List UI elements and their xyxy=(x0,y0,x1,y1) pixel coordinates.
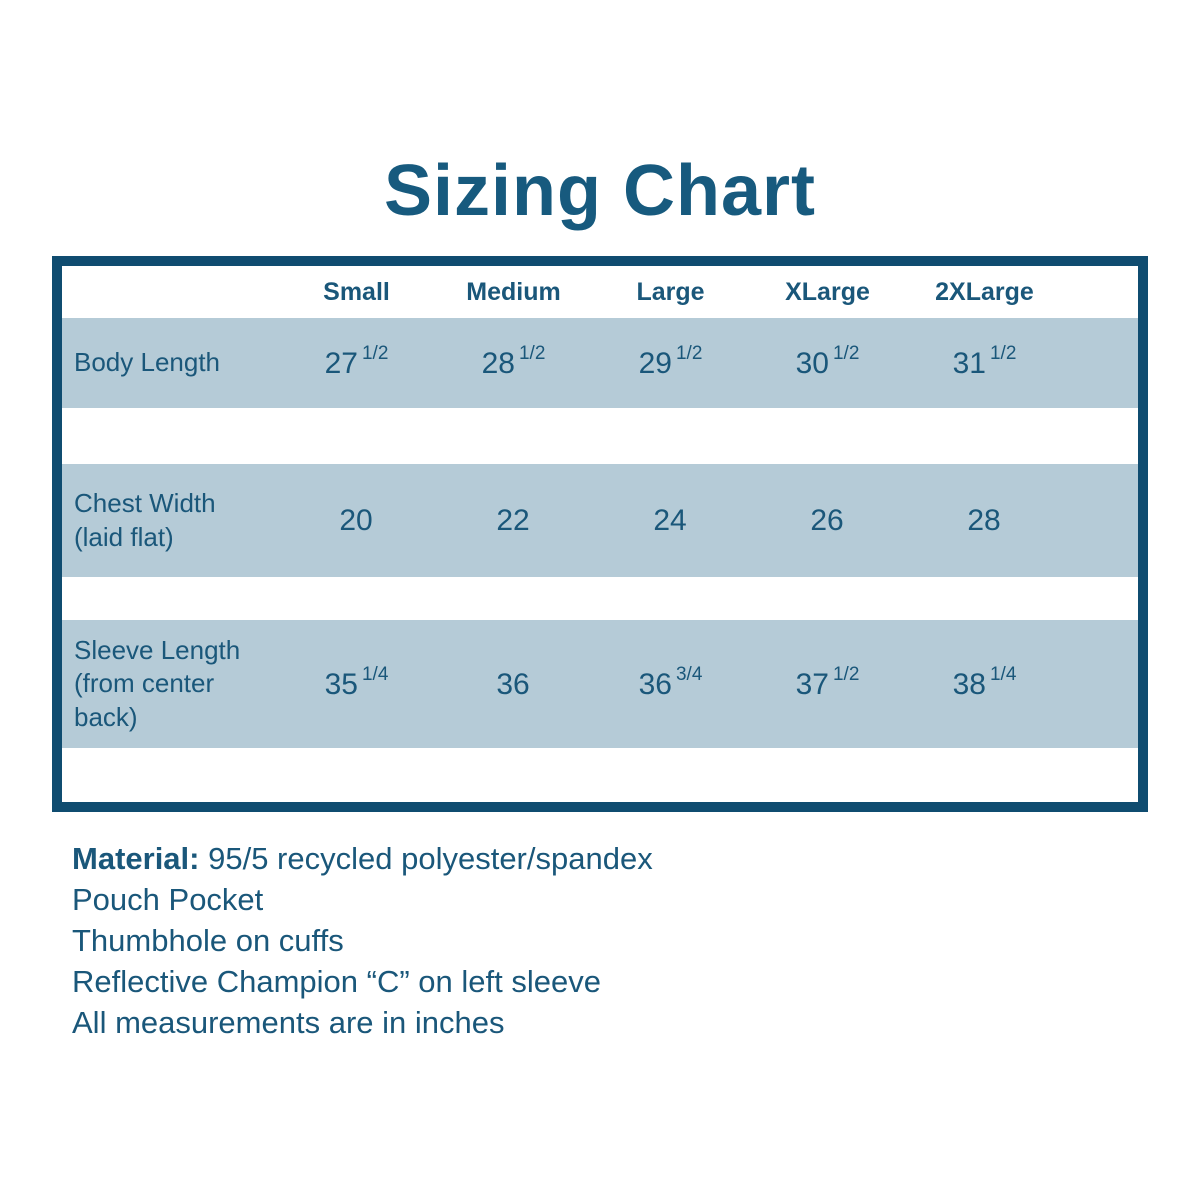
value-fraction: 1/2 xyxy=(989,342,1017,364)
value-whole: 31 xyxy=(952,346,986,380)
note-text: Reflective Champion “C” on left sleeve xyxy=(72,964,601,999)
note-text: Thumbhole on cuffs xyxy=(72,923,344,958)
cell-chest-width-large: 24 xyxy=(592,503,749,538)
note-pouch-pocket: Pouch Pocket xyxy=(72,879,653,920)
cell-chest-width-small: 20 xyxy=(278,503,435,538)
cell-sleeve-length-medium: 36 xyxy=(435,667,592,702)
column-header-small: Small xyxy=(323,277,390,306)
value-whole: 27 xyxy=(324,346,358,380)
value-whole: 29 xyxy=(638,346,672,380)
note-text: All measurements are in inches xyxy=(72,1005,505,1040)
cell-sleeve-length-2xlarge: 38 1/4 xyxy=(906,663,1063,702)
value-whole: 36 xyxy=(496,667,530,701)
cell-body-length-xlarge: 30 1/2 xyxy=(749,342,906,381)
value-fraction: 1/4 xyxy=(361,663,389,685)
column-header-2xlarge: 2XLarge xyxy=(935,277,1034,306)
cell-chest-width-medium: 22 xyxy=(435,503,592,538)
value-whole: 38 xyxy=(952,667,986,701)
value-whole: 26 xyxy=(810,504,844,537)
row-spacer xyxy=(62,577,1138,620)
note-material-label: Material: xyxy=(72,841,200,876)
value-whole: 20 xyxy=(339,504,373,537)
value-whole: 28 xyxy=(967,504,1001,537)
value-whole: 36 xyxy=(638,667,672,701)
table-row-sleeve-length: Sleeve Length (from center back) 35 1/4 3… xyxy=(62,620,1138,748)
row-spacer xyxy=(62,408,1138,464)
row-label-sleeve-length: Sleeve Length (from center back) xyxy=(74,635,241,732)
note-text: Pouch Pocket xyxy=(72,882,264,917)
value-whole: 28 xyxy=(481,346,515,380)
cell-body-length-small: 27 1/2 xyxy=(278,342,435,381)
value-fraction: 1/2 xyxy=(675,342,703,364)
value-fraction: 3/4 xyxy=(675,663,703,685)
product-notes: Material: 95/5 recycled polyester/spande… xyxy=(72,838,653,1043)
note-thumbhole: Thumbhole on cuffs xyxy=(72,920,653,961)
sizing-table: Small Medium Large XLarge 2XLarge Body L… xyxy=(52,256,1148,812)
column-header-large: Large xyxy=(636,277,705,306)
cell-sleeve-length-xlarge: 37 1/2 xyxy=(749,663,906,702)
cell-chest-width-xlarge: 26 xyxy=(749,503,906,538)
value-whole: 24 xyxy=(653,504,687,537)
cell-chest-width-2xlarge: 28 xyxy=(906,503,1063,538)
value-fraction: 1/2 xyxy=(518,342,546,364)
cell-sleeve-length-large: 36 3/4 xyxy=(592,663,749,702)
note-measurements-units: All measurements are in inches xyxy=(72,1002,653,1043)
cell-body-length-large: 29 1/2 xyxy=(592,342,749,381)
value-whole: 22 xyxy=(496,504,530,537)
table-row-body-length: Body Length 27 1/2 28 1/2 29 1/2 30 1/2 31 1/… xyxy=(62,318,1138,408)
table-header-row: Small Medium Large XLarge 2XLarge xyxy=(62,266,1138,318)
value-fraction: 1/2 xyxy=(361,342,389,364)
value-fraction: 1/4 xyxy=(989,663,1017,685)
value-whole: 30 xyxy=(795,346,829,380)
cell-body-length-medium: 28 1/2 xyxy=(435,342,592,381)
value-fraction: 1/2 xyxy=(832,663,860,685)
row-label-body-length: Body Length xyxy=(74,347,221,378)
row-label-chest-width: Chest Width (laid flat) xyxy=(74,488,216,552)
column-header-xlarge: XLarge xyxy=(785,277,870,306)
column-header-medium: Medium xyxy=(466,277,561,306)
note-reflective-logo: Reflective Champion “C” on left sleeve xyxy=(72,961,653,1002)
value-fraction: 1/2 xyxy=(832,342,860,364)
value-whole: 35 xyxy=(324,667,358,701)
note-material: Material: 95/5 recycled polyester/spande… xyxy=(72,838,653,879)
cell-sleeve-length-small: 35 1/4 xyxy=(278,663,435,702)
page-title: Sizing Chart xyxy=(383,151,816,231)
table-row-chest-width: Chest Width (laid flat) 20 22 24 26 28 xyxy=(62,464,1138,577)
value-whole: 37 xyxy=(795,667,829,701)
note-material-text: 95/5 recycled polyester/spandex xyxy=(199,841,653,876)
cell-body-length-2xlarge: 31 1/2 xyxy=(906,342,1063,381)
